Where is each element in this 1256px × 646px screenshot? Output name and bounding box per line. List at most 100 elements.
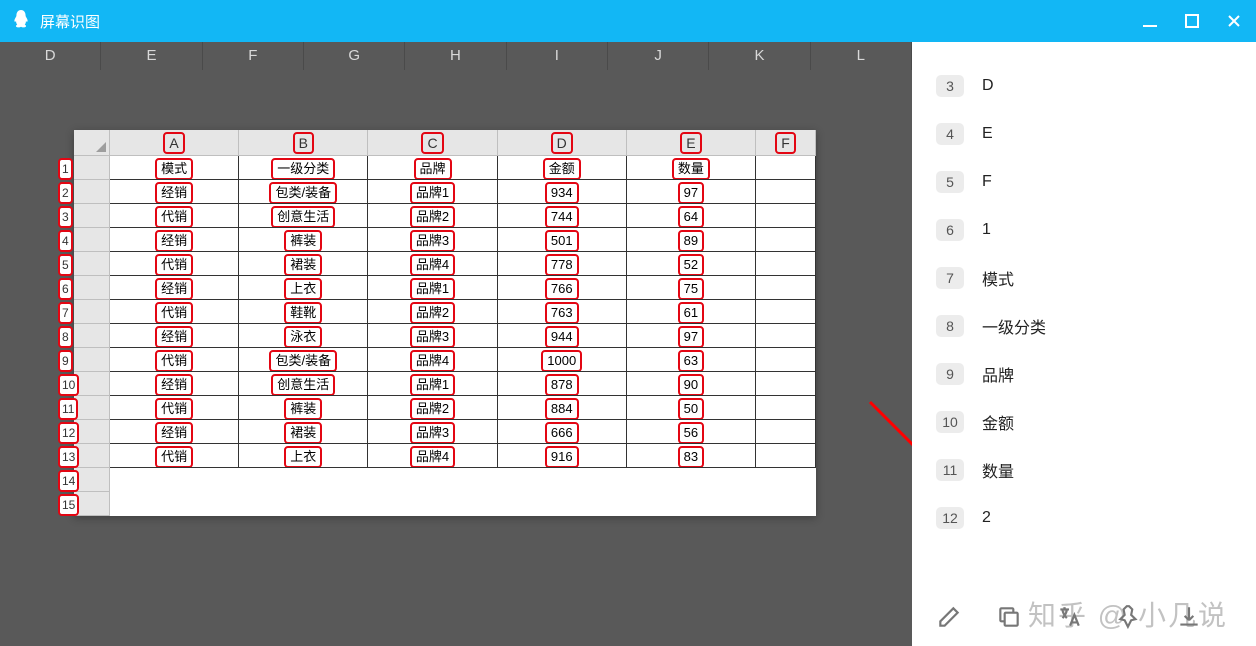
content-area: DEFGHIJKL ABCDEF 1模式一级分类品牌金额数量2经销包类/装备品牌… (0, 42, 1256, 646)
table-cell (756, 420, 816, 444)
watermark-text: 知乎 @ 小几说 (1028, 594, 1228, 634)
ocr-result-item[interactable]: 3D (936, 62, 1232, 110)
ocr-highlight: 1000 (541, 350, 582, 372)
result-text: 品牌 (982, 362, 1014, 386)
ocr-highlight: 1 (58, 158, 73, 180)
maximize-button[interactable] (1180, 9, 1204, 33)
ocr-highlight: 品牌3 (410, 326, 455, 348)
row-header: 2 (74, 180, 110, 204)
ocr-result-item[interactable]: 10金额 (936, 398, 1232, 446)
table-cell (627, 492, 756, 516)
table-cell: 经销 (110, 420, 239, 444)
ocr-highlight: 12 (58, 422, 79, 444)
table-row: 5代销裙装品牌477852 (74, 252, 816, 276)
table-cell: 创意生活 (239, 372, 368, 396)
table-cell: 744 (498, 204, 627, 228)
ocr-highlight: 9 (58, 350, 73, 372)
result-text: F (982, 173, 992, 191)
bg-col-header: G (304, 42, 405, 70)
ocr-highlight: 模式 (155, 158, 193, 180)
result-text: D (982, 77, 994, 95)
table-cell (756, 492, 816, 516)
table-cell: 763 (498, 300, 627, 324)
ocr-result-item[interactable]: 4E (936, 110, 1232, 158)
table-cell: 包类/装备 (239, 348, 368, 372)
table-cell: 上衣 (239, 276, 368, 300)
result-index: 5 (936, 171, 964, 193)
table-cell: 一级分类 (239, 156, 368, 180)
edit-icon[interactable] (936, 604, 962, 630)
row-header: 13 (74, 444, 110, 468)
row-header: 8 (74, 324, 110, 348)
table-cell: 经销 (110, 276, 239, 300)
ocr-result-item[interactable]: 122 (936, 494, 1232, 542)
ocr-result-item[interactable]: 9品牌 (936, 350, 1232, 398)
titlebar: 屏幕识图 (0, 0, 1256, 42)
ocr-highlight: 数量 (672, 158, 710, 180)
ocr-results-pane: 3D4E5F617模式8一级分类9品牌10金额11数量122 知乎 @ 小几说 (912, 42, 1256, 646)
bg-col-header: H (405, 42, 506, 70)
table-cell: 56 (627, 420, 756, 444)
row-header: 14 (74, 468, 110, 492)
table-cell (110, 492, 239, 516)
ocr-highlight: 品牌2 (410, 206, 455, 228)
table-row: 6经销上衣品牌176675 (74, 276, 816, 300)
table-cell (756, 204, 816, 228)
ocr-highlight: 裤装 (284, 398, 322, 420)
image-preview-pane: DEFGHIJKL ABCDEF 1模式一级分类品牌金额数量2经销包类/装备品牌… (0, 42, 912, 646)
ocr-highlight: 上衣 (284, 278, 322, 300)
table-cell: 666 (498, 420, 627, 444)
result-index: 10 (936, 411, 964, 433)
ocr-result-item[interactable]: 11数量 (936, 446, 1232, 494)
table-cell (756, 300, 816, 324)
table-cell (498, 492, 627, 516)
ocr-highlight: A (163, 132, 184, 154)
bg-col-header: I (507, 42, 608, 70)
table-cell: 83 (627, 444, 756, 468)
result-index: 7 (936, 267, 964, 289)
table-cell: 上衣 (239, 444, 368, 468)
copy-icon[interactable] (996, 604, 1022, 630)
ocr-highlight: 代销 (155, 446, 193, 468)
table-cell: 经销 (110, 372, 239, 396)
ocr-highlight: 878 (545, 374, 579, 396)
ocr-highlight: 61 (678, 302, 704, 324)
table-cell: 1000 (498, 348, 627, 372)
inner-col-header: F (756, 130, 816, 156)
table-cell: 97 (627, 324, 756, 348)
ocr-highlight: 创意生活 (271, 206, 335, 228)
table-cell: 经销 (110, 324, 239, 348)
table-cell: 裙装 (239, 420, 368, 444)
ocr-result-item[interactable]: 7模式 (936, 254, 1232, 302)
table-cell: 裙装 (239, 252, 368, 276)
bg-col-header: F (203, 42, 304, 70)
ocr-result-item[interactable]: 8一级分类 (936, 302, 1232, 350)
ocr-highlight: 品牌1 (410, 374, 455, 396)
ocr-highlight: 品牌1 (410, 182, 455, 204)
ocr-highlight: 97 (678, 182, 704, 204)
table-cell: 778 (498, 252, 627, 276)
close-button[interactable] (1222, 9, 1246, 33)
ocr-highlight: 品牌3 (410, 230, 455, 252)
row-header: 3 (74, 204, 110, 228)
table-cell: 模式 (110, 156, 239, 180)
ocr-result-item[interactable]: 61 (936, 206, 1232, 254)
ocr-highlight: 泳衣 (284, 326, 322, 348)
ocr-highlight: 884 (545, 398, 579, 420)
ocr-highlight: 品牌2 (410, 398, 455, 420)
result-index: 12 (936, 507, 964, 529)
ocr-highlight: 52 (678, 254, 704, 276)
row-header: 7 (74, 300, 110, 324)
table-cell: 裤装 (239, 228, 368, 252)
ocr-highlight: 代销 (155, 254, 193, 276)
table-cell (756, 396, 816, 420)
table-cell (756, 468, 816, 492)
ocr-highlight: 14 (58, 470, 79, 492)
ocr-highlight: F (775, 132, 796, 154)
row-header: 4 (74, 228, 110, 252)
table-cell: 鞋靴 (239, 300, 368, 324)
ocr-highlight: 创意生活 (271, 374, 335, 396)
minimize-button[interactable] (1138, 9, 1162, 33)
ocr-highlight: 15 (58, 494, 79, 516)
ocr-result-item[interactable]: 5F (936, 158, 1232, 206)
